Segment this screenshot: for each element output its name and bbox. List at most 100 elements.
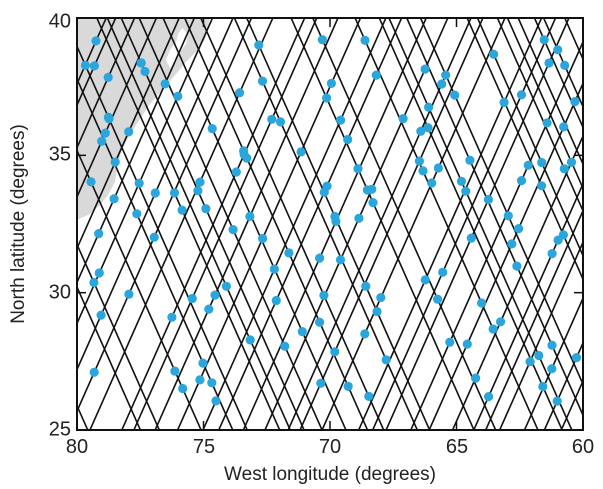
measurement-point [423,123,433,133]
measurement-point [322,181,332,191]
measurement-point [496,317,506,327]
y-tick-35: 35 [49,143,71,165]
measurement-point [420,275,430,285]
measurement-point [534,350,544,361]
measurement-point [207,124,217,134]
measurement-point [483,194,493,205]
measurement-point [433,294,443,304]
satellite-track [162,18,347,430]
measurement-point [86,177,96,187]
measurement-point [177,205,187,215]
measurement-point [195,375,205,385]
satellite-track [523,296,583,430]
measurement-point [547,364,557,374]
measurement-point [489,49,499,59]
measurement-point [204,304,214,314]
measurement-point [109,194,119,204]
measurement-point [239,146,249,156]
measurement-point [364,391,374,401]
measurement-point [525,357,535,367]
measurement-point [245,335,255,345]
measurement-point [381,355,391,365]
measurement-point [559,164,569,174]
measurement-point [207,378,217,388]
measurement-point [173,91,183,101]
satellite-track [321,18,506,430]
measurement-point [228,225,238,235]
satellite-track [354,18,539,430]
measurement-point [516,90,527,100]
x-tick-70: 70 [319,436,341,458]
measurement-point [414,156,424,166]
measurement-point [97,136,107,146]
coastline-land [77,18,210,220]
measurement-point [542,118,552,128]
measurement-point [110,157,120,167]
measurement-point [450,90,460,100]
measurement-point [231,167,241,177]
measurement-point [552,396,562,406]
measurement-point [242,153,252,163]
measurement-point [271,295,281,306]
measurement-point [553,45,563,55]
measurement-point [316,378,326,388]
satellite-track [496,18,583,213]
measurement-point [416,126,426,136]
satellite-track [428,81,583,430]
x-tick-65: 65 [446,436,468,458]
measurement-point [297,327,307,337]
measurement-point [466,233,476,243]
measurement-point [376,293,386,303]
satellite-track [409,40,583,430]
measurement-point [221,281,231,291]
satellite-track [290,18,475,430]
satellite-track [388,18,573,430]
measurement-point [547,249,557,259]
y-tick-30: 30 [49,281,71,303]
measurement-point [211,396,221,406]
measurement-point [559,122,569,132]
x-tick-60: 60 [572,436,594,458]
satellite-track [543,341,583,430]
measurement-point [437,79,447,89]
measurement-point [361,281,371,291]
measurement-point [149,232,159,242]
measurement-point [362,185,372,195]
measurement-point [354,213,364,223]
satellite-track [378,18,564,430]
measurement-point [488,324,498,334]
measurement-point [566,157,577,167]
measurement-point [343,381,353,391]
measurement-point [201,204,211,214]
measurement-points [80,35,582,406]
measurement-point [507,239,517,249]
satellite-track [183,18,369,430]
measurement-point [360,35,370,46]
satellite-track [385,18,570,430]
measurement-point [537,157,547,168]
measurement-point [471,373,481,383]
measurement-point [456,176,467,186]
satellite-track [542,18,583,109]
satellite-track [133,18,318,430]
satellite-track [451,134,583,430]
measurement-point [418,166,428,176]
measurement-point [560,60,570,70]
measurement-point [94,229,104,239]
measurement-point [187,293,197,304]
measurement-point [336,115,346,125]
x-tick-80: 80 [66,436,88,458]
measurement-point [275,117,286,127]
measurement-point [284,248,294,258]
measurement-point [512,261,522,271]
measurement-point [235,88,245,98]
satellite-track [476,18,583,258]
satellite-track [472,181,583,430]
measurement-point [169,188,180,198]
measurement-point [441,70,451,80]
measurement-point [257,76,268,86]
satellite-track [95,18,281,430]
satellite-track [371,18,557,430]
measurement-point [398,114,408,124]
measurement-point [420,64,430,74]
